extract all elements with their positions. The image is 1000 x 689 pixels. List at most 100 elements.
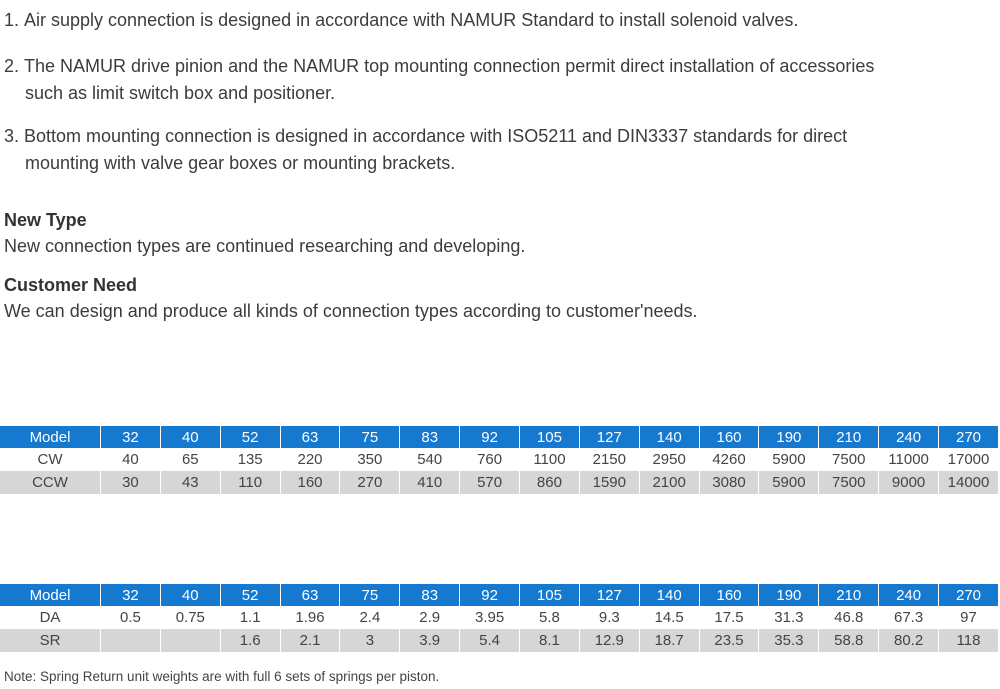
customer-need-section: Customer Need We can design and produce … bbox=[4, 272, 980, 324]
table-cell: 3080 bbox=[699, 471, 760, 494]
table-cell: 12.9 bbox=[579, 629, 640, 652]
table-cell: 31.3 bbox=[758, 606, 820, 629]
table-cell: 1590 bbox=[579, 471, 640, 494]
table-row: DA 0.5 0.75 1.1 1.96 2.4 2.9 3.95 5.8 9.3 14.5 17.5… bbox=[0, 606, 999, 629]
table-cell bbox=[160, 629, 221, 652]
table-cell: 52 bbox=[220, 426, 281, 448]
table-cell: 32 bbox=[100, 426, 161, 448]
table-cell: 43 bbox=[160, 471, 221, 494]
table-cell: 210 bbox=[818, 426, 880, 448]
table-cell: 110 bbox=[220, 471, 281, 494]
table-cell: 8.1 bbox=[519, 629, 580, 652]
table-cell: 540 bbox=[399, 448, 461, 471]
table-header-row: Model 32 40 52 63 75 83 92 105 127 140 160 190 210 240… bbox=[0, 426, 999, 448]
table-cell: 97 bbox=[938, 606, 999, 629]
table-cell: 2100 bbox=[639, 471, 700, 494]
table-cell: 240 bbox=[878, 426, 940, 448]
row-label-cell: SR bbox=[0, 629, 101, 652]
table-cell: 75 bbox=[339, 584, 401, 606]
feature-text: Air supply connection is designed in acc… bbox=[24, 10, 799, 30]
table-cell: 2150 bbox=[579, 448, 640, 471]
table-cell: 5.8 bbox=[519, 606, 580, 629]
table-cell: 270 bbox=[938, 584, 999, 606]
table-cell: 1100 bbox=[519, 448, 580, 471]
table-cell: 160 bbox=[699, 426, 760, 448]
table-cell: 127 bbox=[579, 584, 640, 606]
row-label-cell: Model bbox=[0, 584, 101, 606]
table-cell: 570 bbox=[459, 471, 521, 494]
table-cell: 83 bbox=[399, 426, 461, 448]
feature-item-3: 3. Bottom mounting connection is designed… bbox=[4, 123, 980, 177]
table-cell: 220 bbox=[280, 448, 341, 471]
new-type-text: New connection types are continued resea… bbox=[4, 236, 526, 256]
table-row: SR 1.6 2.1 3 3.9 5.4 8.1 12.9 18.7 23.5 35.3 58.8 80… bbox=[0, 629, 999, 652]
table-cell: 75 bbox=[339, 426, 401, 448]
feature-number: 2. bbox=[4, 56, 20, 76]
table-cell: 92 bbox=[459, 584, 521, 606]
feature-text-continued: mounting with valve gear boxes or mounti… bbox=[25, 153, 456, 173]
feature-number: 3. bbox=[4, 126, 20, 146]
table-cell: 127 bbox=[579, 426, 640, 448]
row-label-cell: CW bbox=[0, 448, 101, 471]
row-label-cell: DA bbox=[0, 606, 101, 629]
table-cell: 17000 bbox=[938, 448, 999, 471]
table-cell: 410 bbox=[399, 471, 461, 494]
table-cell: 350 bbox=[339, 448, 401, 471]
table-cell: 270 bbox=[339, 471, 401, 494]
table-cell: 860 bbox=[519, 471, 580, 494]
table-cell: 40 bbox=[160, 584, 221, 606]
table-cell: 3.95 bbox=[459, 606, 521, 629]
feature-text-continued: such as limit switch box and positioner. bbox=[25, 83, 336, 103]
table-cell: 63 bbox=[280, 584, 341, 606]
table-header-row: Model 32 40 52 63 75 83 92 105 127 140 160 190 210 240… bbox=[0, 584, 999, 606]
table-cell: 40 bbox=[100, 448, 161, 471]
table-cell: 270 bbox=[938, 426, 999, 448]
table-row: CW 40 65 135 220 350 540 760 1100 2150 2950 4260 590… bbox=[0, 448, 999, 471]
table-cell: 2.4 bbox=[339, 606, 401, 629]
table-cell: 5900 bbox=[758, 471, 820, 494]
table-cell: 1.6 bbox=[220, 629, 281, 652]
table-cell: 5900 bbox=[758, 448, 820, 471]
table-cell: 160 bbox=[699, 584, 760, 606]
table-cell: 3.9 bbox=[399, 629, 461, 652]
footnote: Note: Spring Return unit weights are wit… bbox=[4, 669, 440, 684]
table-cell: 9.3 bbox=[579, 606, 640, 629]
table-cell: 58.8 bbox=[818, 629, 880, 652]
table-row: CCW 30 43 110 160 270 410 570 860 1590 2100 3080 590… bbox=[0, 471, 999, 494]
table-cell: 2950 bbox=[639, 448, 700, 471]
table-cell: 18.7 bbox=[639, 629, 700, 652]
table-cell: 14000 bbox=[938, 471, 999, 494]
table-cell: 9000 bbox=[878, 471, 940, 494]
table-cell: 190 bbox=[758, 584, 820, 606]
table-cell: 83 bbox=[399, 584, 461, 606]
table-cell: 5.4 bbox=[459, 629, 521, 652]
feature-text: Bottom mounting connection is designed i… bbox=[24, 126, 848, 146]
table-cell: 63 bbox=[280, 426, 341, 448]
feature-item-2: 2. The NAMUR drive pinion and the NAMUR t… bbox=[4, 53, 980, 107]
table-cell: 105 bbox=[519, 426, 580, 448]
weight-table: Model 32 40 52 63 75 83 92 105 127 140 160 190 210 240… bbox=[0, 584, 999, 652]
table-cell: 118 bbox=[938, 629, 999, 652]
table-cell: 3 bbox=[339, 629, 401, 652]
table-cell: 105 bbox=[519, 584, 580, 606]
table-cell: 23.5 bbox=[699, 629, 760, 652]
customer-need-heading: Customer Need bbox=[4, 275, 138, 295]
feature-text: The NAMUR drive pinion and the NAMUR top… bbox=[24, 56, 875, 76]
table-cell: 30 bbox=[100, 471, 161, 494]
table-cell: 1.96 bbox=[280, 606, 341, 629]
table-cell: 210 bbox=[818, 584, 880, 606]
new-type-heading: New Type bbox=[4, 210, 87, 230]
table-cell: 0.5 bbox=[100, 606, 161, 629]
table-cell: 65 bbox=[160, 448, 221, 471]
new-type-section: New Type New connection types are contin… bbox=[4, 207, 980, 259]
table-cell: 140 bbox=[639, 584, 700, 606]
table-cell: 35.3 bbox=[758, 629, 820, 652]
table-cell: 40 bbox=[160, 426, 221, 448]
table-cell: 2.1 bbox=[280, 629, 341, 652]
row-label-cell: CCW bbox=[0, 471, 101, 494]
customer-need-text: We can design and produce all kinds of c… bbox=[4, 301, 698, 321]
table-cell: 190 bbox=[758, 426, 820, 448]
torque-table: Model 32 40 52 63 75 83 92 105 127 140 160 190 210 240… bbox=[0, 426, 999, 494]
feature-number: 1. bbox=[4, 10, 20, 30]
table-cell: 2.9 bbox=[399, 606, 461, 629]
